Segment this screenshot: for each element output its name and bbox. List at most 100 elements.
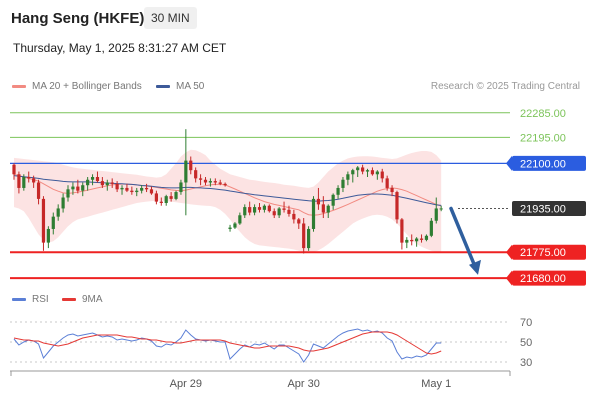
candle-body <box>233 223 237 228</box>
rsi-line <box>13 328 442 363</box>
candle-body <box>51 216 55 229</box>
candle-body <box>189 160 193 171</box>
rsi-9ma-line <box>13 331 442 355</box>
level-tag-pointer-5 <box>506 270 512 286</box>
x-axis-label-1: Apr 30 <box>287 378 319 390</box>
ma50-line <box>13 175 442 206</box>
candle <box>267 204 271 213</box>
candle-body <box>46 228 50 243</box>
candle-body <box>213 181 217 183</box>
candle <box>302 218 306 254</box>
rsi-tick-70: 70 <box>520 317 532 329</box>
candle <box>282 201 286 213</box>
candle <box>311 196 316 232</box>
candle-body <box>12 164 16 175</box>
candle <box>424 234 429 242</box>
candle-body <box>316 198 321 205</box>
instrument-title: Hang Seng (HKFE) <box>11 10 145 27</box>
candle-body <box>405 239 409 243</box>
candle-body <box>71 186 75 190</box>
candle-body <box>125 187 129 191</box>
candle <box>385 175 389 191</box>
legend-ma20-swatch <box>12 85 26 88</box>
candle <box>419 234 424 243</box>
candle-body <box>169 196 173 199</box>
candle-body <box>257 207 262 210</box>
candle-body <box>208 181 212 183</box>
candle <box>429 218 433 238</box>
candle <box>159 197 163 206</box>
candle <box>120 185 124 195</box>
timeframe-button[interactable]: 30 MIN <box>144 7 197 29</box>
candle-body <box>375 171 379 175</box>
candle-body <box>120 187 124 190</box>
candle <box>439 205 443 212</box>
candle-body <box>356 167 360 171</box>
candle-body <box>439 208 443 210</box>
candle-body <box>297 219 301 224</box>
candle-body <box>218 182 222 184</box>
candle <box>326 204 330 219</box>
candle-body <box>321 204 325 213</box>
legend-9ma: 9MA <box>62 294 103 305</box>
candle <box>375 170 379 180</box>
x-axis-label-0: Apr 29 <box>170 378 202 390</box>
candle-body <box>184 160 188 183</box>
candle-body <box>307 228 311 249</box>
candle <box>194 167 198 183</box>
candle <box>115 181 119 193</box>
projection-arrow-line <box>449 206 478 271</box>
candle-body <box>56 208 60 217</box>
candle-body <box>267 205 271 212</box>
candle <box>321 196 325 219</box>
candle-body <box>17 174 21 188</box>
candle-body <box>380 171 384 179</box>
candle <box>365 168 370 178</box>
candle <box>51 212 55 235</box>
rsi-tick-50: 50 <box>520 337 532 349</box>
candle-body <box>243 207 247 216</box>
candle <box>95 171 100 183</box>
candle <box>184 129 188 216</box>
candle <box>243 204 247 219</box>
candle <box>90 174 95 186</box>
candle <box>41 196 46 251</box>
candle-body <box>370 170 375 175</box>
candle <box>203 177 208 186</box>
candle-body <box>179 182 183 193</box>
candle <box>140 185 144 194</box>
candle-body <box>262 205 267 210</box>
candle-body <box>159 201 163 203</box>
candle <box>405 237 409 249</box>
candle <box>46 226 50 249</box>
candle <box>130 186 134 195</box>
candle <box>17 171 21 194</box>
level-label-1: 22195.00 <box>520 132 566 144</box>
candle <box>252 204 257 216</box>
candle <box>198 174 203 186</box>
candle <box>179 179 183 195</box>
candle-body <box>365 170 370 172</box>
candle <box>208 178 212 187</box>
legend-ma50: MA 50 <box>156 81 204 92</box>
legend-rsi-label: RSI <box>32 294 49 305</box>
candle <box>390 185 394 197</box>
candle <box>356 166 360 178</box>
candle <box>36 179 41 205</box>
candle-body <box>395 192 399 220</box>
candle <box>218 179 222 186</box>
candle-body <box>95 177 100 182</box>
candle-body <box>429 220 433 236</box>
candle-body <box>434 208 438 221</box>
candle <box>27 171 31 183</box>
candle-body <box>140 187 144 191</box>
candle-body <box>341 179 345 188</box>
candle <box>307 226 311 251</box>
candle <box>56 204 60 221</box>
candle <box>144 183 149 193</box>
candle-body <box>32 178 36 183</box>
legend-rsi-swatch <box>12 298 26 301</box>
level-label-5: 21680.00 <box>520 273 566 285</box>
